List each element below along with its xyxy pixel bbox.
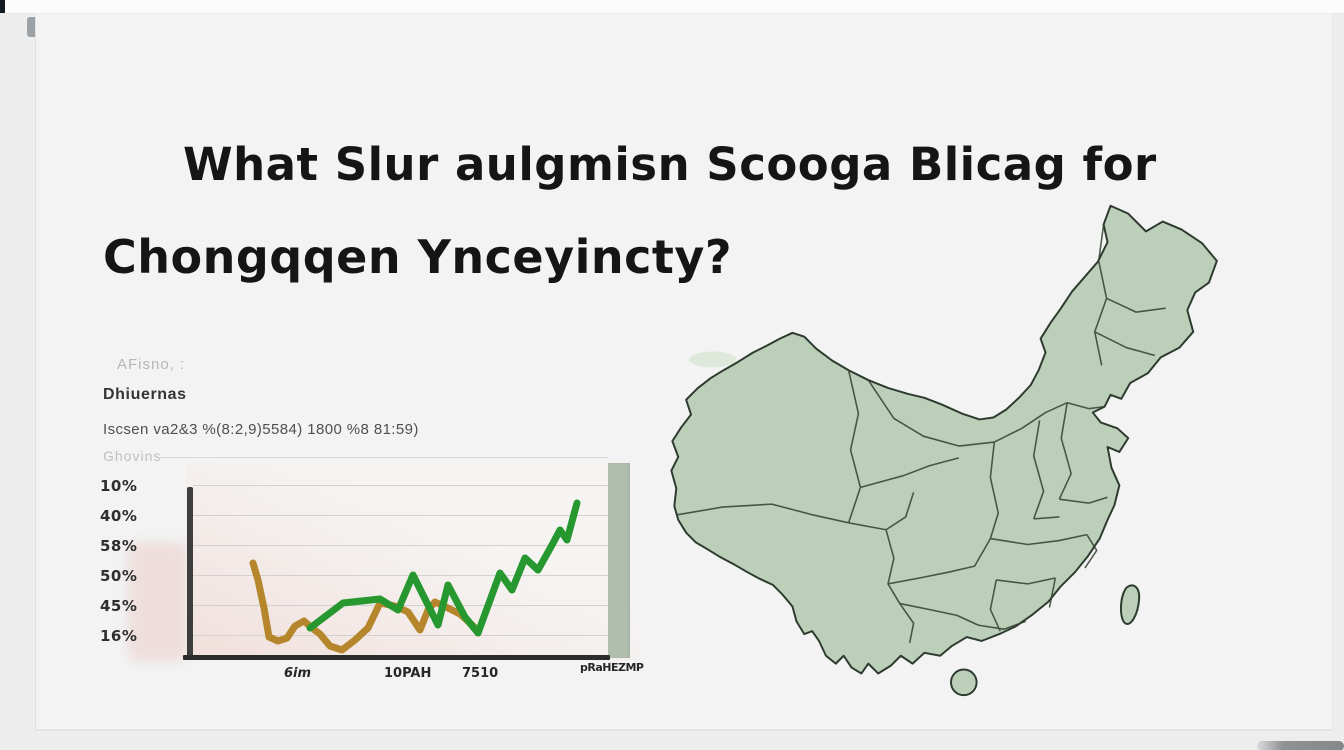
plot-background bbox=[186, 462, 638, 660]
chart-subtitle: Iscsen va2&3 %(8:2,9)5584) 1800 %8 81:59… bbox=[103, 421, 419, 438]
chart-axis-label: Ghovins bbox=[103, 448, 162, 464]
green-series-line bbox=[306, 499, 581, 637]
gridline bbox=[193, 545, 608, 546]
taiwan-island bbox=[1119, 584, 1141, 625]
page-title-line2: Chongqqen Ynceyincty? bbox=[103, 230, 733, 284]
map-smudge bbox=[689, 351, 737, 368]
line-chart-plot bbox=[183, 462, 638, 660]
x-tick-label: pRaHEZMP bbox=[580, 661, 644, 674]
bottom-scroll-handle[interactable] bbox=[1257, 741, 1344, 750]
top-strip bbox=[0, 0, 1344, 14]
y-tick-label: 58% bbox=[100, 537, 138, 555]
corner-mark bbox=[0, 0, 5, 13]
gridline bbox=[193, 485, 608, 486]
pink-smudge bbox=[128, 543, 188, 661]
chart-caption-top: AFisno, : bbox=[117, 356, 186, 373]
x-axis bbox=[183, 655, 610, 660]
china-map bbox=[670, 204, 1218, 697]
gridline bbox=[193, 575, 608, 576]
y-tick-label: 16% bbox=[100, 627, 138, 645]
gridline bbox=[193, 635, 608, 636]
chart-lines bbox=[249, 499, 581, 654]
y-axis bbox=[187, 487, 193, 660]
y-tick-label: 50% bbox=[100, 567, 138, 585]
x-tick-label: 10PAH bbox=[384, 666, 432, 681]
x-tick-label: 7510 bbox=[462, 666, 499, 681]
chart-title: Dhiuernas bbox=[103, 386, 187, 403]
x-tick-label: 6im bbox=[284, 666, 312, 681]
caption-divider-line bbox=[160, 457, 608, 458]
china-map-outline bbox=[670, 204, 1218, 675]
gridline bbox=[193, 515, 608, 516]
right-highlight-band bbox=[608, 463, 630, 658]
y-tick-label: 45% bbox=[100, 597, 138, 615]
page-title-line1: What Slur aulgmisn Scooga Blicag for bbox=[183, 138, 1157, 191]
hainan-island bbox=[950, 668, 978, 697]
y-tick-label: 10% bbox=[100, 477, 138, 495]
province-borders bbox=[676, 224, 1166, 644]
tan-series-line bbox=[249, 559, 481, 654]
y-tick-label: 40% bbox=[100, 507, 138, 525]
